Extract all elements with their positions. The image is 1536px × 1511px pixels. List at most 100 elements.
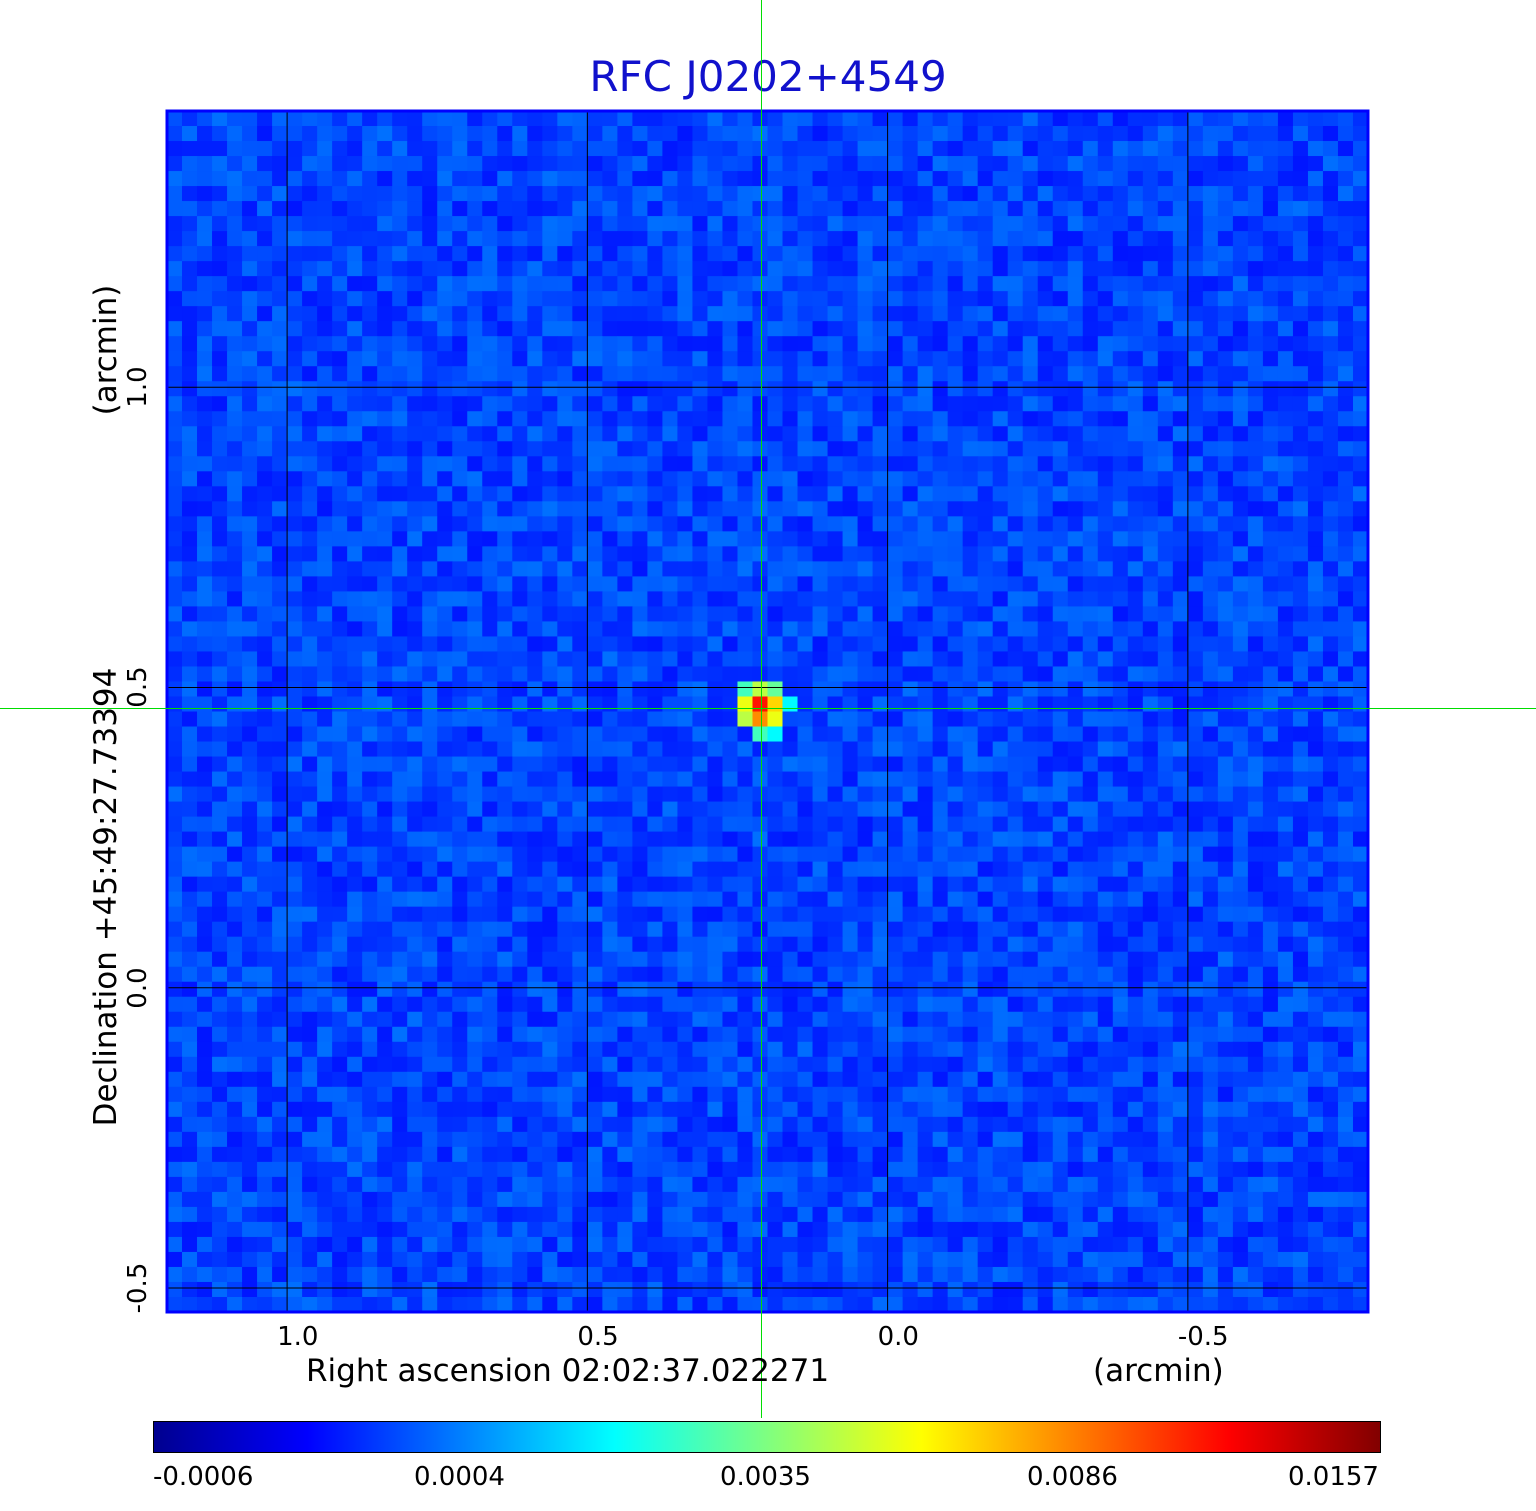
map-pixel [707,261,723,277]
map-pixel [1307,186,1324,202]
map-pixel [1202,111,1219,127]
map-pixel [392,636,408,652]
map-pixel [737,456,753,472]
map-pixel [932,591,949,607]
map-pixel [1322,546,1339,562]
map-pixel [287,561,303,577]
map-pixel [1292,711,1309,728]
map-pixel [1007,396,1024,412]
map-pixel [467,711,483,728]
map-pixel [257,141,273,157]
map-pixel [1262,576,1279,592]
map-pixel [617,111,633,127]
map-pixel [377,861,393,878]
map-pixel [692,876,708,893]
map-pixel [422,426,438,442]
map-pixel [1202,711,1219,728]
map-pixel [1337,381,1354,397]
map-pixel [962,756,979,773]
map-pixel [722,141,738,157]
map-pixel [512,996,528,1013]
map-pixel [452,846,468,863]
map-pixel [692,711,708,728]
map-pixel [1217,621,1234,637]
map-pixel [497,771,513,788]
map-pixel [737,501,753,517]
map-pixel [737,246,753,262]
map-pixel [242,441,258,457]
map-pixel [1022,231,1039,247]
map-pixel [512,351,528,367]
map-pixel [827,366,844,382]
map-pixel [1127,486,1144,502]
map-pixel [1127,381,1144,397]
map-pixel [482,486,498,502]
map-pixel [1037,696,1054,712]
map-pixel [1082,516,1099,532]
map-pixel [437,456,453,472]
map-pixel [1337,201,1354,217]
map-pixel [407,261,423,277]
map-pixel [722,951,738,968]
map-pixel [422,381,438,397]
map-pixel [1172,351,1189,367]
map-pixel [1067,126,1084,142]
map-pixel [1097,906,1114,923]
map-pixel [1097,1011,1114,1028]
map-pixel [812,366,829,382]
map-pixel [1007,516,1024,532]
map-pixel [422,996,438,1013]
map-pixel [962,291,979,307]
map-pixel [1337,996,1354,1013]
map-pixel [602,726,618,743]
map-pixel [587,681,603,697]
map-pixel [1097,831,1114,848]
map-pixel [227,591,243,607]
map-pixel [407,831,423,848]
map-pixel [992,201,1009,217]
map-pixel [647,546,663,562]
map-pixel [1187,246,1204,262]
map-pixel [1292,396,1309,412]
map-pixel [1187,621,1204,637]
map-pixel [842,366,859,382]
map-pixel [1112,1026,1129,1043]
map-pixel [632,666,648,682]
map-pixel [167,996,183,1013]
map-pixel [512,681,528,697]
map-pixel [1052,216,1069,232]
map-pixel [587,441,603,457]
map-pixel [767,606,784,622]
map-pixel [1202,516,1219,532]
map-pixel [1037,156,1054,172]
map-pixel [1007,636,1024,652]
map-pixel [182,276,198,292]
map-pixel [782,726,799,743]
map-pixel [1037,456,1054,472]
map-pixel [287,636,303,652]
map-pixel [467,276,483,292]
map-pixel [542,171,558,187]
map-pixel [1007,531,1024,547]
map-pixel [1142,906,1159,923]
map-pixel [1202,216,1219,232]
map-pixel [167,876,183,893]
map-pixel [332,726,348,743]
map-pixel [827,561,844,577]
map-pixel [962,606,979,622]
map-pixel [1352,756,1369,773]
map-pixel [902,906,919,923]
map-pixel [1292,351,1309,367]
map-pixel [1217,876,1234,893]
map-pixel [347,141,363,157]
map-pixel [917,876,934,893]
map-pixel [467,576,483,592]
map-pixel [1292,981,1309,998]
map-pixel [782,126,799,142]
map-pixel [1307,156,1324,172]
map-pixel [302,696,318,712]
map-pixel [197,366,213,382]
map-pixel [422,231,438,247]
map-pixel [947,441,964,457]
map-pixel [257,276,273,292]
